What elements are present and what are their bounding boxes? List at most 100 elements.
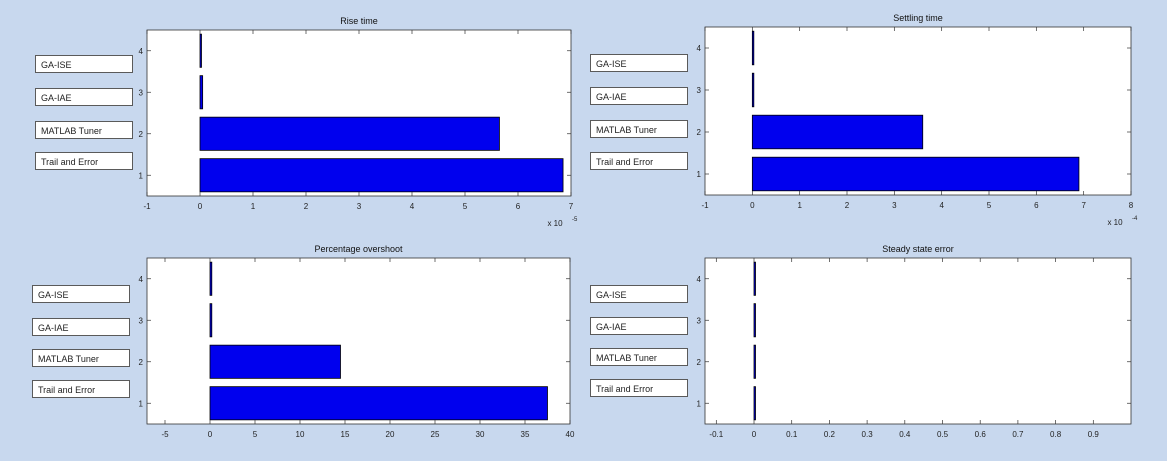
x-tick-label: 4 <box>410 202 415 211</box>
x-tick-label: 6 <box>1034 201 1039 210</box>
bar <box>751 72 755 108</box>
chart-title: Percentage overshoot <box>314 244 403 254</box>
x-tick-label: -0.1 <box>709 430 723 439</box>
x-exponent-label: x 10 <box>547 219 563 228</box>
x-tick-label: 2 <box>845 201 850 210</box>
chart-title: Settling time <box>893 13 943 23</box>
bar <box>753 386 756 421</box>
legend-label-box: GA-IAE <box>590 87 688 105</box>
y-tick-label: 3 <box>697 316 702 325</box>
x-tick-label: 0.3 <box>862 430 874 439</box>
legend-label-box: Trail and Error <box>32 380 130 398</box>
bar <box>209 344 341 379</box>
y-tick-label: 1 <box>697 170 702 179</box>
y-tick-label: 4 <box>139 275 144 284</box>
y-tick-label: 2 <box>697 128 702 137</box>
bar <box>209 261 213 296</box>
legend-label-box: MATLAB Tuner <box>35 121 133 139</box>
x-exponent-power: -4 <box>1132 216 1138 222</box>
x-tick-label: -1 <box>143 202 151 211</box>
legend-label-box: MATLAB Tuner <box>32 349 130 367</box>
y-tick-label: 4 <box>139 47 144 56</box>
x-tick-label: 2 <box>304 202 309 211</box>
x-tick-label: 3 <box>357 202 362 211</box>
bar <box>753 303 756 338</box>
legend-label-box: Trail and Error <box>590 152 688 170</box>
y-tick-label: 1 <box>697 399 702 408</box>
chart-4: Steady state error 1 2 3 4 -0.1 0 0.1 0.2 0.3 0.4 0… <box>697 244 1132 439</box>
legend-label-box: GA-ISE <box>35 55 133 73</box>
x-tick-label: 5 <box>253 430 258 439</box>
y-tick-label: 2 <box>697 358 702 367</box>
bar <box>753 261 756 296</box>
x-tick-label: 0 <box>208 430 213 439</box>
legend-label-box: GA-ISE <box>590 54 688 72</box>
x-tick-label: 0.2 <box>824 430 836 439</box>
x-tick-label: 0 <box>752 430 757 439</box>
bar <box>751 30 755 66</box>
y-tick-label: 3 <box>139 88 144 97</box>
chart-2: Settling time 1 2 3 4 -1 0 1 2 3 4 5 6 7 8 x 10 -4 <box>697 13 1138 227</box>
x-tick-label: 1 <box>251 202 256 211</box>
y-tick-label: 4 <box>697 44 702 53</box>
x-tick-label: 1 <box>797 201 802 210</box>
x-tick-label: 5 <box>463 202 468 211</box>
bar <box>199 75 204 110</box>
y-tick-label: 3 <box>697 86 702 95</box>
x-tick-label: 25 <box>431 430 440 439</box>
x-tick-label: 35 <box>521 430 530 439</box>
x-tick-label: 10 <box>296 430 305 439</box>
legend-label-box: Trail and Error <box>590 379 688 397</box>
y-tick-label: 4 <box>697 275 702 284</box>
legend-label-box: MATLAB Tuner <box>590 348 688 366</box>
x-tick-label: 40 <box>566 430 575 439</box>
x-tick-label: 30 <box>476 430 485 439</box>
x-tick-label: -5 <box>161 430 169 439</box>
bar <box>209 386 548 421</box>
x-tick-label: 0.6 <box>975 430 987 439</box>
chart-1: Rise time 1 2 3 4 -1 0 1 2 3 4 5 6 7 x 10 -5 <box>139 16 578 228</box>
x-tick-label: 0.9 <box>1088 430 1100 439</box>
x-tick-label: 4 <box>939 201 944 210</box>
x-tick-label: 7 <box>1081 201 1086 210</box>
plot-area <box>704 257 1132 425</box>
legend-label-box: GA-IAE <box>32 318 130 336</box>
chart-3: Percentage overshoot 1 2 3 4 -5 0 5 10 15 20 25 30 35… <box>139 244 575 439</box>
legend-label-box: GA-ISE <box>32 285 130 303</box>
x-tick-label: 7 <box>569 202 574 211</box>
bar <box>209 303 213 338</box>
legend-label-box: GA-IAE <box>35 88 133 106</box>
x-exponent-label: x 10 <box>1107 218 1123 227</box>
x-tick-label: 0.7 <box>1012 430 1024 439</box>
bar <box>199 33 202 68</box>
y-tick-label: 1 <box>139 171 144 180</box>
legend-label-box: GA-ISE <box>590 285 688 303</box>
x-tick-label: 0 <box>750 201 755 210</box>
x-tick-label: 0.1 <box>786 430 798 439</box>
y-tick-label: 1 <box>139 399 144 408</box>
y-tick-label: 3 <box>139 316 144 325</box>
x-tick-label: 15 <box>341 430 350 439</box>
x-tick-label: 3 <box>892 201 897 210</box>
x-tick-label: 0.4 <box>899 430 911 439</box>
chart-title: Steady state error <box>882 244 954 254</box>
chart-title: Rise time <box>340 16 378 26</box>
y-tick-label: 2 <box>139 358 144 367</box>
x-tick-label: 5 <box>987 201 992 210</box>
bar <box>751 114 924 150</box>
bar <box>199 158 564 193</box>
legend-label-box: MATLAB Tuner <box>590 120 688 138</box>
legend-label-box: GA-IAE <box>590 317 688 335</box>
bar <box>199 116 500 151</box>
bar <box>751 156 1080 192</box>
bar <box>753 344 756 379</box>
y-tick-label: 2 <box>139 130 144 139</box>
x-tick-label: -1 <box>701 201 709 210</box>
x-tick-label: 0.8 <box>1050 430 1062 439</box>
x-tick-label: 0 <box>198 202 203 211</box>
legend-label-box: Trail and Error <box>35 152 133 170</box>
x-tick-label: 8 <box>1129 201 1134 210</box>
x-tick-label: 0.5 <box>937 430 949 439</box>
